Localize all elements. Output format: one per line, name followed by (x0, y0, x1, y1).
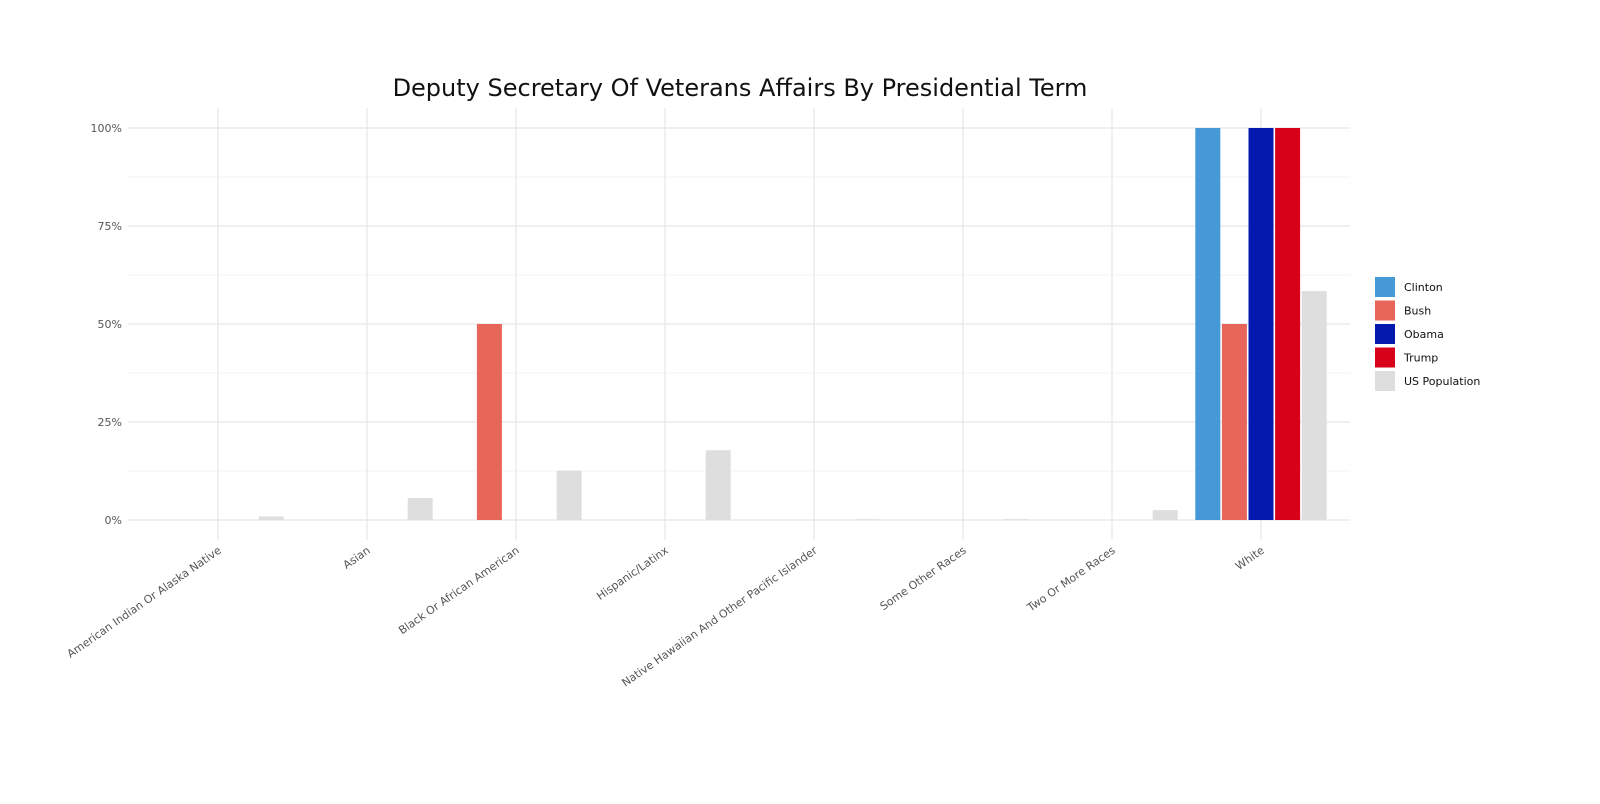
bar-us-population (854, 519, 880, 520)
y-tick-label: 75% (98, 220, 122, 233)
x-tick-label: White (1233, 544, 1267, 573)
bar-trump (1275, 128, 1301, 520)
legend-label: Clinton (1404, 281, 1443, 294)
legend-key (1375, 371, 1395, 391)
bar-us-population (1301, 291, 1327, 520)
bar-clinton (1195, 128, 1221, 520)
x-tick-label: Black Or African American (396, 544, 522, 637)
bar-us-population (1003, 519, 1029, 520)
legend-label: Bush (1404, 305, 1431, 318)
legend-key (1375, 324, 1395, 344)
legend-label: Obama (1404, 328, 1444, 341)
x-tick-label: American Indian Or Alaska Native (65, 544, 224, 661)
y-tick-label: 50% (98, 318, 122, 331)
legend-key (1375, 300, 1395, 321)
bar-bush (1221, 324, 1247, 520)
legend-label: Trump (1403, 352, 1438, 365)
bar-us-population (705, 450, 731, 520)
x-tick-label: Two Or More Races (1024, 544, 1118, 615)
chart-title: Deputy Secretary Of Veterans Affairs By … (393, 74, 1088, 102)
y-tick-label: 25% (98, 416, 122, 429)
bar-us-population (1152, 510, 1178, 520)
x-tick-label: Hispanic/Latinx (594, 544, 671, 603)
x-tick-label: Some Other Races (878, 544, 969, 613)
legend-label: US Population (1404, 375, 1480, 388)
y-tick-label: 100% (91, 122, 122, 135)
bar-us-population (556, 470, 582, 520)
y-tick-label: 0% (105, 514, 122, 527)
x-tick-label: Asian (341, 544, 373, 572)
bar-bush (476, 324, 502, 520)
legend-key (1375, 277, 1395, 297)
bar-us-population (258, 516, 284, 520)
bar-obama (1248, 128, 1274, 520)
bar-us-population (407, 498, 433, 520)
legend-key (1375, 347, 1395, 368)
